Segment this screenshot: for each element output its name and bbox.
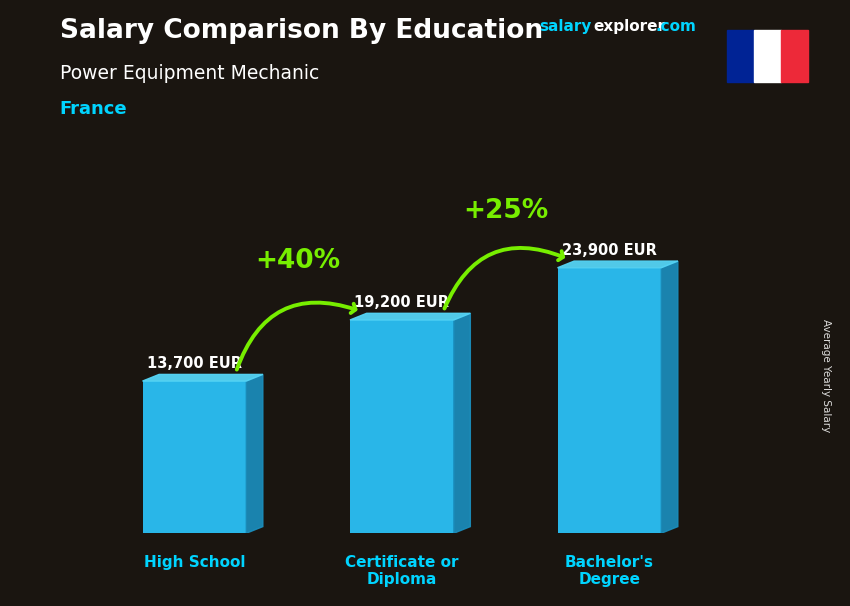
Text: +25%: +25% — [463, 198, 548, 224]
FancyBboxPatch shape — [558, 268, 661, 533]
Text: salary: salary — [540, 19, 592, 35]
Bar — [780, 30, 808, 82]
Text: 13,700 EUR: 13,700 EUR — [147, 356, 242, 371]
Polygon shape — [143, 375, 263, 381]
Polygon shape — [558, 261, 677, 268]
Polygon shape — [246, 375, 263, 533]
Text: Average Yearly Salary: Average Yearly Salary — [821, 319, 831, 432]
Text: 19,200 EUR: 19,200 EUR — [354, 295, 450, 310]
Polygon shape — [661, 261, 677, 533]
Polygon shape — [454, 313, 470, 533]
Polygon shape — [350, 313, 470, 320]
Text: 23,900 EUR: 23,900 EUR — [562, 243, 657, 258]
Text: +40%: +40% — [256, 248, 341, 274]
FancyBboxPatch shape — [350, 320, 454, 533]
Text: France: France — [60, 100, 128, 118]
FancyBboxPatch shape — [143, 381, 246, 533]
Text: Power Equipment Mechanic: Power Equipment Mechanic — [60, 64, 319, 82]
Bar — [754, 30, 780, 82]
Text: explorer: explorer — [593, 19, 666, 35]
Text: Salary Comparison By Education: Salary Comparison By Education — [60, 18, 542, 44]
Text: .com: .com — [655, 19, 696, 35]
Bar — [727, 30, 754, 82]
